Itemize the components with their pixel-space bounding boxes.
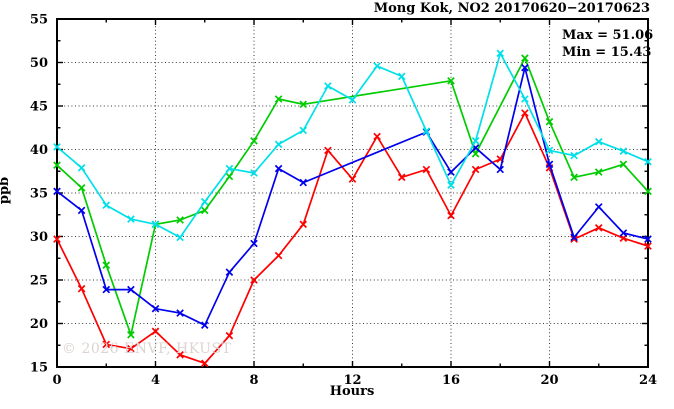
day-4-cyan-markers	[53, 49, 652, 242]
y-tick-label: 30	[30, 230, 48, 245]
x-tick-label: 24	[639, 373, 657, 388]
x-tick-label: 8	[249, 373, 258, 388]
max-min-annotation: Max = 51.06 Min = 15.43	[562, 27, 653, 61]
y-tick-label: 55	[30, 13, 48, 28]
watermark: © 2026 ENVF, HKUST	[62, 341, 232, 357]
day-2-green-markers	[53, 54, 652, 339]
min-annotation: Min = 15.43	[562, 45, 652, 61]
x-tick-label: 4	[151, 373, 160, 388]
y-tick-label: 20	[30, 317, 48, 332]
y-axis-label: ppb	[0, 176, 13, 205]
plot-border	[56, 18, 649, 368]
y-tick-label: 35	[30, 187, 48, 202]
x-tick-label: 0	[52, 373, 61, 388]
x-tick-label: 12	[343, 373, 361, 388]
y-tick-label: 50	[30, 56, 48, 71]
y-tick-label: 15	[30, 361, 48, 376]
y-tick-label: 40	[30, 143, 48, 158]
max-annotation: Max = 51.06	[562, 28, 654, 43]
y-tick-label: 25	[30, 274, 48, 289]
x-tick-label: 20	[540, 373, 558, 388]
day-1-red-markers	[53, 109, 652, 368]
y-tick-label: 45	[30, 100, 48, 115]
x-axis-label: Hours	[329, 384, 375, 399]
x-tick-label: 16	[442, 373, 460, 388]
chart-title: Mong Kok, NO2 20170620−20170623	[373, 1, 650, 16]
day-3-blue-markers	[53, 63, 652, 329]
